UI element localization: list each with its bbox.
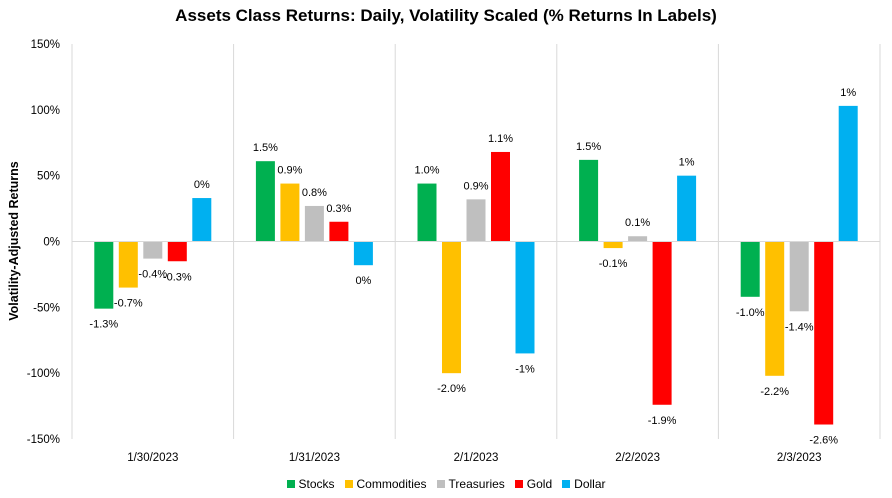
bar-commodities: [280, 183, 300, 242]
data-label: 1.5%: [576, 141, 601, 153]
bar-stocks: [579, 159, 599, 242]
bar-commodities: [765, 241, 785, 376]
bar-commodities: [442, 241, 461, 374]
data-label: 0.3%: [326, 203, 351, 215]
bar-treasuries: [304, 205, 324, 242]
data-label: 0.9%: [277, 165, 302, 177]
bar-stocks: [255, 161, 275, 242]
bar-stocks: [740, 241, 760, 297]
bar-gold: [329, 221, 349, 242]
data-label: 1.1%: [488, 133, 513, 145]
y-tick-label: -150%: [27, 434, 60, 446]
data-label: -1.3%: [89, 319, 118, 331]
bar-stocks: [417, 183, 437, 242]
bar-gold: [491, 151, 510, 242]
x-tick-label: 2/3/2023: [777, 452, 822, 464]
y-tick-label: 150%: [31, 39, 60, 51]
data-label: -0.7%: [114, 298, 143, 310]
bar-commodities: [118, 241, 138, 288]
bar-treasuries: [789, 241, 809, 312]
bar-gold: [652, 241, 672, 405]
legend-item: Gold: [514, 477, 553, 491]
data-label: 0.9%: [463, 180, 488, 192]
bar-treasuries: [628, 236, 648, 242]
data-label: 0.8%: [302, 187, 327, 199]
x-tick-label: 2/2/2023: [615, 452, 660, 464]
data-label: -1.0%: [736, 307, 765, 319]
data-label: -1.9%: [648, 415, 677, 427]
chart-title: Assets Class Returns: Daily, Volatility …: [175, 6, 717, 25]
data-label: -1%: [515, 363, 535, 375]
y-tick-label: 100%: [31, 105, 60, 117]
x-tick-label: 1/31/2023: [289, 452, 340, 464]
data-label: 1.0%: [414, 165, 439, 177]
legend-item: Commodities: [344, 477, 427, 491]
y-tick-label: 0%: [43, 237, 60, 249]
x-tick-label: 1/30/2023: [127, 452, 178, 464]
bar-treasuries: [466, 199, 486, 242]
data-label: 0%: [194, 179, 210, 191]
data-label: -2.0%: [437, 383, 466, 395]
data-label: 1%: [679, 157, 695, 169]
legend-label: Treasuries: [448, 477, 505, 491]
bar-gold: [167, 241, 187, 262]
bar-treasuries: [143, 241, 163, 259]
legend-label: Commodities: [356, 477, 427, 491]
legend-label: Stocks: [298, 477, 335, 491]
legend-swatch: [562, 480, 571, 488]
data-label: -2.6%: [809, 435, 838, 447]
data-label: -2.2%: [760, 386, 789, 398]
bar-dollar: [515, 241, 535, 354]
bar-dollar: [353, 241, 373, 266]
legend-item: Dollar: [562, 477, 606, 491]
data-label: 0%: [355, 275, 371, 287]
y-tick-label: -100%: [27, 368, 60, 380]
legend-swatch: [286, 480, 295, 488]
x-tick-label: 2/1/2023: [454, 452, 499, 464]
legend: Stocks Commodities Treasuries Gold Dollar: [0, 477, 892, 491]
data-label: -0.3%: [163, 271, 192, 283]
bar-dollar: [838, 105, 858, 242]
bar-gold: [814, 241, 834, 425]
data-label: -0.1%: [599, 258, 628, 270]
bar-dollar: [677, 175, 697, 242]
data-label: 1.5%: [253, 142, 278, 154]
data-label: -0.4%: [138, 269, 167, 281]
legend-item: Stocks: [286, 477, 335, 491]
data-label: 0.1%: [625, 217, 650, 229]
data-label: 1%: [840, 87, 856, 99]
bar-commodities: [603, 241, 623, 249]
legend-label: Dollar: [574, 477, 606, 491]
legend-swatch: [344, 480, 353, 488]
legend-swatch: [514, 480, 523, 488]
legend-label: Gold: [526, 477, 553, 491]
bar-dollar: [192, 198, 212, 242]
data-label: -1.4%: [785, 321, 814, 333]
bar-chart: -150% -100% -50% 0% 50% 100% 150% -1.3% 1.5% 1.0%…: [27, 39, 881, 464]
legend-item: Treasuries: [436, 477, 505, 491]
bar-stocks: [94, 241, 114, 309]
y-tick-label: -50%: [33, 302, 60, 314]
legend-swatch: [436, 480, 445, 488]
y-tick-label: 50%: [37, 171, 60, 183]
